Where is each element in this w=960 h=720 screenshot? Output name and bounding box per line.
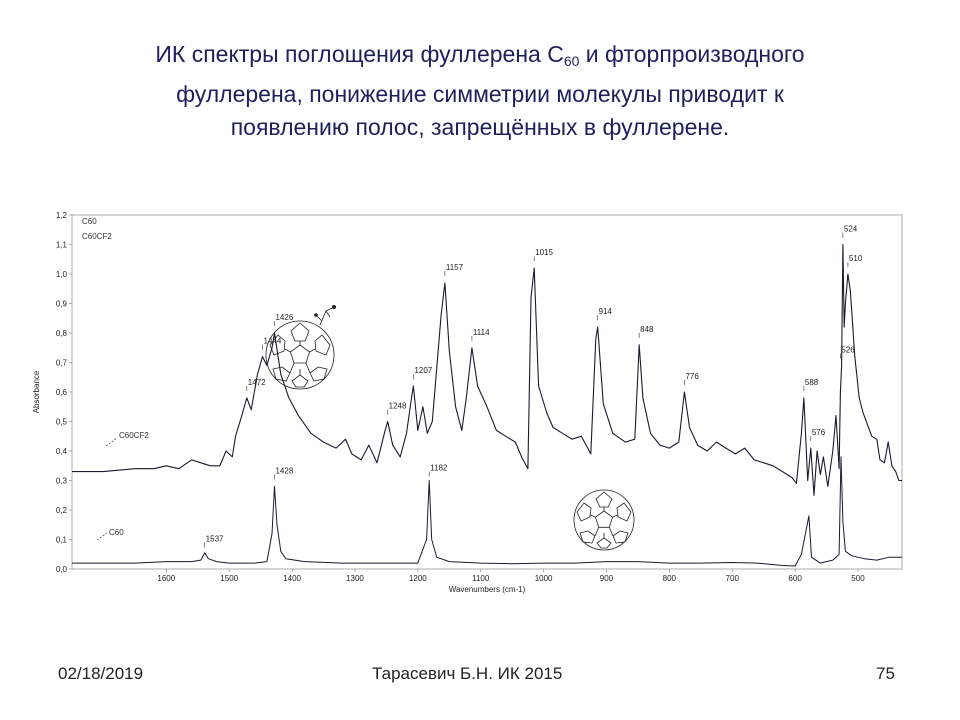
y-tick-label: 0,7 [56, 359, 68, 368]
page-number: 75 [876, 664, 895, 683]
peak-label-1207: 1207 [414, 366, 432, 375]
peak-label-776: 776 [685, 372, 699, 381]
series-tag-line-c60cf2 [105, 437, 118, 447]
y-tick-label: 0,1 [56, 536, 68, 545]
peak-label-524: 524 [844, 225, 858, 234]
peak-label-1537: 1537 [206, 534, 224, 543]
peak-label-588: 588 [805, 378, 819, 387]
y-tick-label: 1,2 [56, 211, 68, 220]
x-axis-label: Wavenumbers (cm-1) [449, 585, 526, 594]
y-tick-label: 0,0 [56, 565, 68, 574]
peak-label-1114: 1114 [473, 328, 490, 337]
x-tick-label: 1500 [220, 574, 238, 583]
y-tick-label: 1,1 [56, 241, 68, 250]
y-tick-label: 0,2 [56, 506, 68, 515]
footer-date: 02/18/2019 [58, 664, 144, 683]
y-tick-label: 0,3 [56, 477, 68, 486]
peak-label-1248: 1248 [389, 402, 407, 411]
y-tick-label: 0,5 [56, 418, 68, 427]
x-tick-label: 1300 [346, 574, 364, 583]
title-line-2: фуллерена, понижение симметрии молекулы … [176, 81, 784, 107]
legend-entry-c60: C60 [82, 217, 97, 226]
x-tick-label: 700 [726, 574, 740, 583]
y-tick-label: 0,8 [56, 329, 68, 338]
y-tick-label: 0,6 [56, 388, 68, 397]
title-line-3: появлению полос, запрещённых в фуллерене… [230, 114, 730, 140]
fluorofullerene-molecule-illustration [265, 305, 337, 390]
y-axis: 1,2 1,1 1,0 0,9 0,8 0,7 0,6 0,5 0,4 0,3 0,2 0,1 0,0 [56, 211, 72, 574]
x-tick-label: 600 [788, 574, 802, 583]
x-tick-label: 800 [663, 574, 677, 583]
peak-label-1472: 1472 [248, 378, 266, 387]
x-tick-label: 500 [851, 574, 865, 583]
x-tick-label: 1400 [283, 574, 301, 583]
series-line-c60 [72, 456, 902, 567]
x-axis: 1600 1500 1400 1300 1200 1100 1000 900 800 700 600… [157, 569, 865, 583]
peak-label-1015: 1015 [535, 248, 553, 257]
slide-title: ИК спектры поглощения фуллерена С60 и фт… [40, 38, 920, 144]
series-lines [72, 243, 902, 567]
y-tick-label: 0,4 [56, 447, 68, 456]
legend-entry-c60cf2: C60CF2 [82, 232, 112, 241]
footer-author: Тарасевич Б.Н. ИК 2015 [372, 664, 563, 683]
peak-label-1426: 1426 [275, 313, 293, 322]
title-line-1-tail: и фторпроизводного [579, 41, 805, 67]
title-line-1: ИК спектры поглощения фуллерена С60 и фт… [40, 38, 920, 78]
peak-label-848: 848 [640, 325, 654, 334]
peak-label-1157: 1157 [446, 263, 464, 272]
y-tick-label: 1,0 [56, 270, 68, 279]
x-tick-label: 1200 [409, 574, 427, 583]
peak-label-510: 510 [849, 254, 863, 263]
x-tick-label: 900 [600, 574, 614, 583]
x-tick-label: 1600 [157, 574, 175, 583]
peak-label-576: 576 [812, 428, 826, 437]
series-tag-c60: C60 [109, 528, 124, 537]
y-tick-label: 0,9 [56, 300, 68, 309]
plot-frame [71, 214, 903, 570]
series-tag-c60cf2: C60CF2 [119, 431, 149, 440]
c60-molecule-illustration [573, 489, 635, 551]
series-line-c60cf2 [72, 243, 902, 496]
peak-label-914: 914 [599, 307, 613, 316]
series-tag-line-c60 [96, 532, 108, 541]
x-tick-label: 1000 [535, 574, 553, 583]
peak-label-526: 526 [841, 346, 855, 355]
peak-label-1428: 1428 [275, 467, 293, 476]
title-line-1-text: ИК спектры поглощения фуллерена С [155, 41, 564, 67]
title-subscript: 60 [563, 53, 580, 69]
y-axis-label: Absorbance [32, 370, 41, 413]
x-tick-label: 1100 [472, 574, 490, 583]
peak-label-1182: 1182 [430, 464, 448, 473]
